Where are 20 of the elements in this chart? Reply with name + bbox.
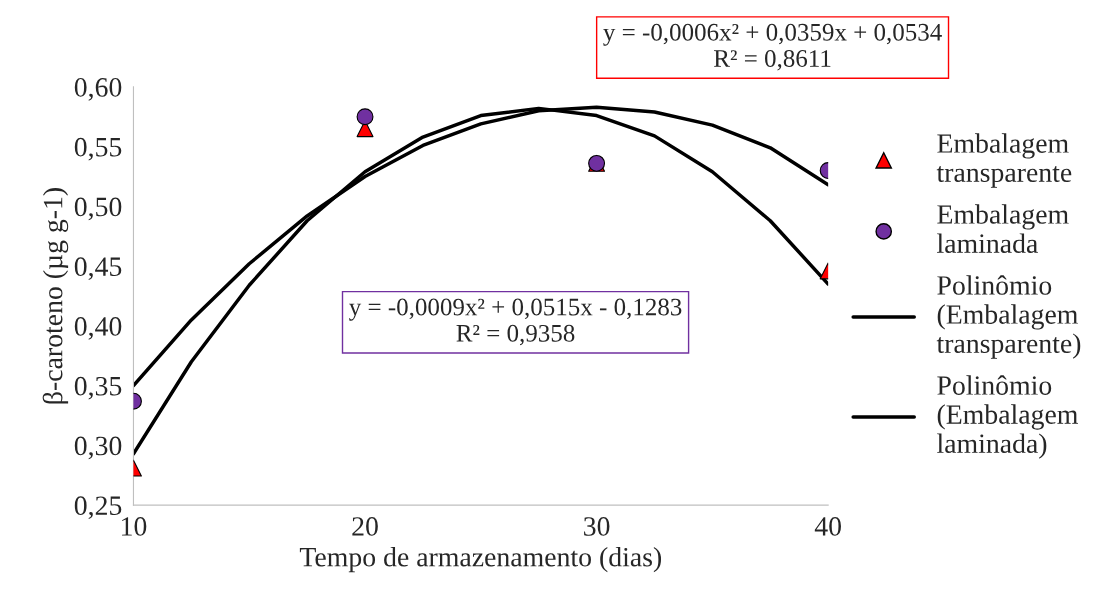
y-axis-title: β-caroteno (µg g-1) (42, 188, 69, 404)
x-axis-title: Tempo de armazenamento (dias) (299, 547, 662, 573)
y-tick-label: 0,25 (74, 496, 122, 520)
text: y = -0,0006x² + 0,0359x + 0,0534 R² = 0,8611 (603, 23, 942, 71)
y-tick-label: 0,60 (74, 78, 122, 101)
y-tick-label: 0,45 (74, 257, 122, 281)
x-tick-label: 20 (352, 517, 378, 536)
legend-label: Polinômio (Embalagem transparente) (936, 275, 1081, 359)
y-tick-label: 0,35 (74, 376, 122, 400)
x-tick-label: 10 (122, 517, 147, 536)
legend-label: Embalagem transparente (936, 133, 1072, 188)
annotation: y = -0,0009x² + 0,0515x - 0,1283 R² = 0,9358 (349, 298, 682, 346)
y-tick-label: 0,55 (74, 137, 122, 161)
legend-label: Polinômio (Embalagem laminada) (937, 375, 1078, 459)
x-tick-label: 40 (814, 517, 841, 536)
legend-label: Embalagem laminada (937, 204, 1069, 253)
y-tick-label: 0,50 (74, 197, 122, 221)
x-tick-label: 30 (584, 517, 610, 536)
y-tick-label: 0,40 (74, 317, 122, 340)
y-tick-label: 0,30 (74, 436, 122, 460)
